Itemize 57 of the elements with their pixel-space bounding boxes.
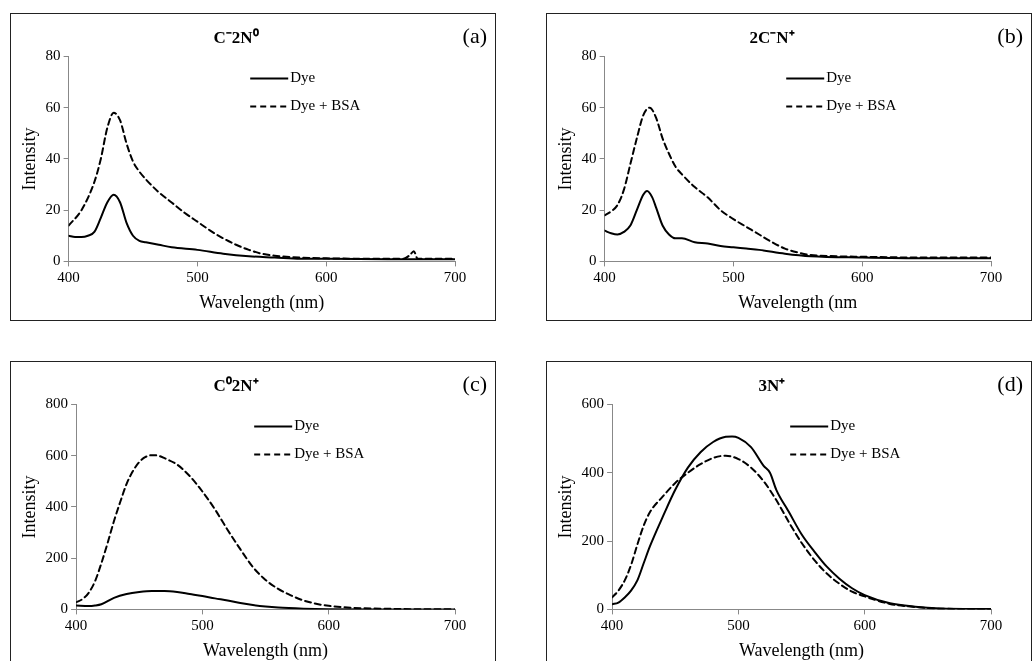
y-tick-label: 0 bbox=[589, 252, 597, 269]
chart-title: C⁰2N⁺ bbox=[213, 375, 259, 395]
legend-label: Dye bbox=[826, 69, 852, 86]
x-tick-label: 600 bbox=[850, 269, 874, 286]
y-tick-label: 40 bbox=[581, 149, 597, 166]
y-axis-title: Intensity bbox=[554, 475, 575, 539]
y-tick-label: 20 bbox=[45, 201, 61, 218]
y-tick-label: 40 bbox=[45, 149, 61, 166]
y-tick-label: 80 bbox=[581, 47, 597, 64]
x-tick-label: 600 bbox=[853, 617, 876, 634]
y-tick-label: 80 bbox=[45, 47, 61, 64]
y-tick-label: 400 bbox=[45, 497, 69, 514]
legend-label: Dye + BSA bbox=[294, 445, 365, 462]
chart-title: 2C⁻N⁺ bbox=[749, 27, 795, 47]
legend-label: Dye bbox=[830, 417, 856, 434]
y-tick-label: 0 bbox=[60, 600, 69, 617]
y-tick-label: 200 bbox=[45, 549, 69, 566]
x-tick-label: 600 bbox=[317, 617, 340, 634]
y-axis-title: Intensity bbox=[18, 475, 39, 539]
y-tick-label: 60 bbox=[45, 98, 61, 115]
x-axis-title: Wavelength (nm) bbox=[203, 639, 329, 661]
text: (a) bbox=[462, 22, 487, 48]
y-tick-label: 600 bbox=[45, 446, 69, 463]
text: (b) bbox=[997, 22, 1023, 48]
y-tick-label: 20 bbox=[581, 201, 597, 218]
y-tick-label: 800 bbox=[45, 395, 69, 412]
y-tick-label: 600 bbox=[581, 395, 605, 412]
y-tick-label: 400 bbox=[581, 463, 605, 480]
x-axis-title: Wavelength (nm) bbox=[739, 639, 865, 661]
x-tick-label: 600 bbox=[314, 269, 338, 286]
legend-label: Dye bbox=[294, 417, 320, 434]
legend-label: Dye + BSA bbox=[826, 97, 897, 114]
x-tick-label: 500 bbox=[722, 269, 745, 286]
x-tick-label: 700 bbox=[443, 269, 467, 286]
x-tick-label: 500 bbox=[191, 617, 214, 634]
x-tick-label: 400 bbox=[64, 617, 88, 634]
y-tick-label: 200 bbox=[581, 532, 605, 548]
chart-title: C⁻2N⁰ bbox=[213, 27, 259, 47]
x-tick-label: 500 bbox=[186, 269, 209, 286]
text: (d) bbox=[997, 370, 1023, 396]
text: (c) bbox=[462, 370, 487, 396]
x-axis-title: Wavelength (nm) bbox=[199, 291, 325, 313]
x-tick-label: 700 bbox=[443, 617, 467, 634]
legend-label: Dye bbox=[290, 69, 316, 86]
legend-label: Dye + BSA bbox=[290, 97, 361, 114]
y-tick-label: 0 bbox=[596, 600, 605, 617]
x-tick-label: 700 bbox=[979, 617, 1003, 634]
x-tick-label: 400 bbox=[600, 617, 624, 634]
y-axis-title: Intensity bbox=[554, 127, 575, 191]
y-tick-label: 0 bbox=[53, 252, 61, 269]
chart-title: 3N⁺ bbox=[758, 375, 786, 395]
legend-label: Dye + BSA bbox=[830, 445, 901, 462]
x-axis-title: Wavelength (nm bbox=[738, 291, 858, 313]
x-tick-label: 700 bbox=[979, 269, 1003, 286]
y-tick-label: 60 bbox=[581, 98, 597, 115]
x-tick-label: 500 bbox=[727, 617, 750, 634]
y-axis-title: Intensity bbox=[18, 127, 39, 191]
